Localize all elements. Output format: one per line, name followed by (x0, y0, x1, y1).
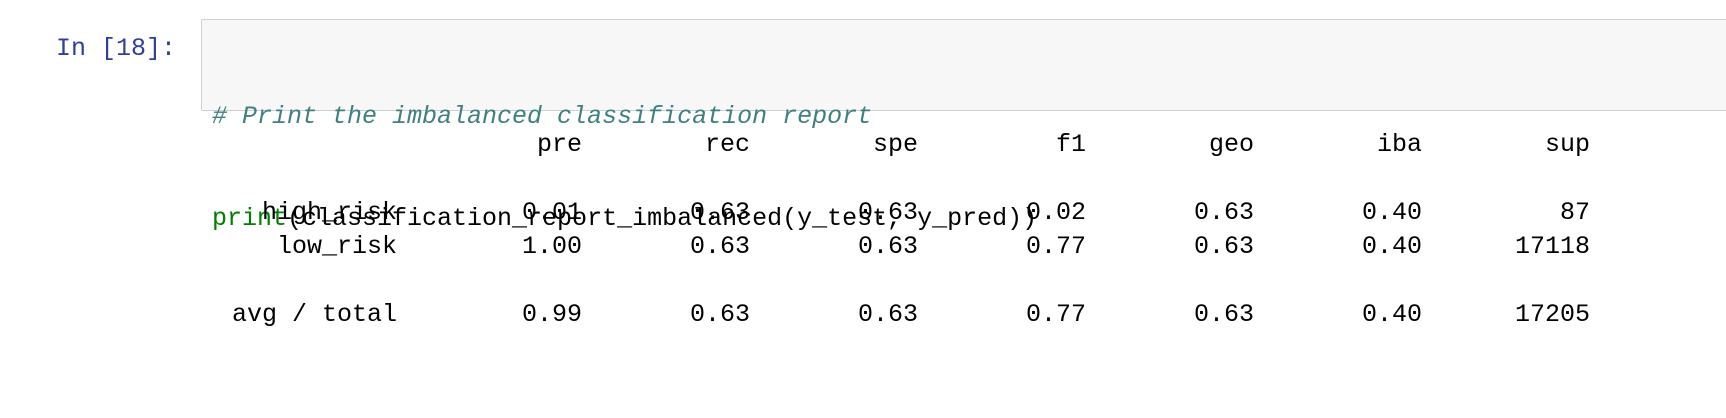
table-cell: 0.63 (689, 300, 750, 329)
table-cell: 1.00 (521, 232, 582, 261)
table-cell: 0.63 (689, 232, 750, 261)
table-cell: 0.99 (521, 300, 582, 329)
table-cell: 0.02 (1025, 198, 1086, 227)
code-line-2: print(classification_report_imbalanced(y… (212, 202, 1037, 236)
table-cell: 0.40 (1361, 232, 1422, 261)
header-spe: spe (872, 130, 918, 159)
table-cell: 0.63 (857, 198, 918, 227)
header-geo: geo (1208, 130, 1254, 159)
code-editor[interactable]: # Print the imbalanced classification re… (201, 19, 1726, 233)
table-cell: 0.40 (1361, 300, 1422, 329)
code-builtin-print: print (212, 204, 288, 233)
header-iba: iba (1376, 130, 1422, 159)
table-cell: 0.40 (1361, 198, 1422, 227)
table-cell: 0.63 (857, 232, 918, 261)
header-f1: f1 (1055, 130, 1086, 159)
table-cell: 87 (1559, 198, 1590, 227)
header-rec: rec (704, 130, 750, 159)
table-cell: 0.01 (521, 198, 582, 227)
table-cell: 0.63 (1193, 198, 1254, 227)
code-call: (classification_report_imbalanced(y_test… (287, 204, 1038, 233)
row-label-high-risk: high_risk (261, 198, 397, 227)
input-prompt: In [18]: (56, 34, 177, 63)
table-cell: 0.63 (1193, 300, 1254, 329)
code-text: # Print the imbalanced classification re… (212, 32, 1037, 304)
table-cell: 17118 (1514, 232, 1590, 261)
table-cell: 0.63 (1193, 232, 1254, 261)
table-cell: 0.77 (1025, 300, 1086, 329)
header-pre: pre (536, 130, 582, 159)
table-cell: 0.63 (857, 300, 918, 329)
row-label-avg-total: avg / total (231, 300, 397, 329)
code-line-1: # Print the imbalanced classification re… (212, 100, 1037, 134)
row-label-low-risk: low_risk (276, 232, 397, 261)
header-sup: sup (1544, 130, 1590, 159)
table-cell: 0.77 (1025, 232, 1086, 261)
table-cell: 0.63 (689, 198, 750, 227)
table-cell: 17205 (1514, 300, 1590, 329)
code-comment: # Print the imbalanced classification re… (212, 102, 873, 131)
